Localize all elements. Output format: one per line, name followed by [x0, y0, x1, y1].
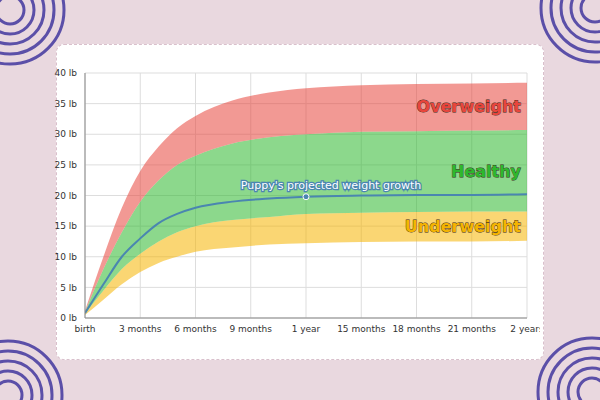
- svg-text:25 lb: 25 lb: [54, 160, 77, 170]
- svg-text:15 months: 15 months: [337, 324, 386, 334]
- svg-text:15 lb: 15 lb: [54, 221, 77, 231]
- svg-text:Underweight: Underweight: [405, 217, 522, 236]
- svg-text:21 months: 21 months: [448, 324, 497, 334]
- svg-text:40 lb: 40 lb: [54, 68, 77, 78]
- svg-text:3 months: 3 months: [119, 324, 162, 334]
- svg-text:Overweight: Overweight: [417, 97, 522, 116]
- svg-text:20 lb: 20 lb: [54, 191, 77, 201]
- svg-text:Healthy: Healthy: [451, 162, 522, 181]
- svg-text:0 lb: 0 lb: [60, 313, 77, 323]
- svg-text:Puppy's projected weight growt: Puppy's projected weight growth: [241, 179, 421, 192]
- svg-text:10 lb: 10 lb: [54, 252, 77, 262]
- svg-text:9 months: 9 months: [230, 324, 273, 334]
- svg-text:6 months: 6 months: [174, 324, 217, 334]
- svg-text:18 months: 18 months: [392, 324, 441, 334]
- svg-text:1 year: 1 year: [292, 324, 321, 334]
- svg-text:5 lb: 5 lb: [60, 283, 77, 293]
- svg-text:35 lb: 35 lb: [54, 99, 77, 109]
- svg-text:birth: birth: [74, 324, 95, 334]
- svg-text:2 years: 2 years: [510, 324, 540, 334]
- svg-text:30 lb: 30 lb: [54, 129, 77, 139]
